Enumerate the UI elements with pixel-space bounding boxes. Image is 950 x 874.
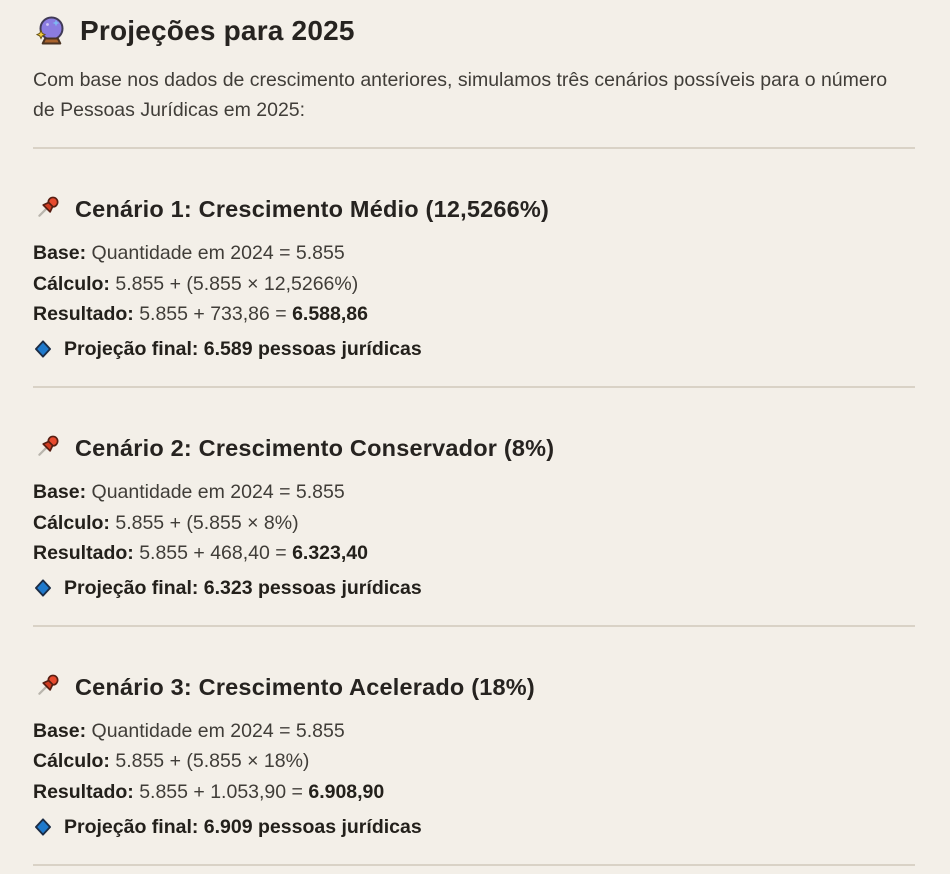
projection-text: Projeção final: 6.323 pessoas jurídicas — [64, 573, 422, 603]
scenario-1-section: Cenário 1: Crescimento Médio (12,5266%) … — [33, 194, 915, 364]
scenario-heading-text: Cenário 2: Crescimento Conservador (8%) — [75, 434, 555, 461]
result-total: 6.908,90 — [308, 780, 385, 803]
crystal-ball-icon — [33, 14, 67, 48]
projection-line: Projeção final: 6.323 pessoas jurídicas — [33, 573, 915, 603]
calc-label: Cálculo: — [33, 272, 110, 295]
base-value: Quantidade em 2024 = 5.855 — [91, 720, 345, 743]
projection-line: Projeção final: 6.909 pessoas jurídicas — [33, 812, 915, 842]
projection-label: Projeção final: — [64, 815, 199, 838]
blue-diamond-icon — [33, 817, 53, 837]
projection-text: Projeção final: 6.909 pessoas jurídicas — [64, 812, 422, 842]
calc-line: Cálculo: 5.855 + (5.855 × 8%) — [33, 508, 915, 538]
section-divider — [33, 147, 915, 150]
base-line: Base: Quantidade em 2024 = 5.855 — [33, 238, 915, 268]
base-label: Base: — [33, 720, 87, 743]
projection-text: Projeção final: 6.589 pessoas jurídicas — [64, 334, 422, 364]
section-divider — [33, 864, 915, 867]
intro-text: Com base nos dados de crescimento anteri… — [33, 69, 888, 122]
page-title-text: Projeções para 2025 — [80, 15, 355, 47]
result-label: Resultado: — [33, 541, 134, 564]
base-line: Base: Quantidade em 2024 = 5.855 — [33, 477, 915, 507]
scenario-1-heading: Cenário 1: Crescimento Médio (12,5266%) — [33, 194, 915, 224]
blue-diamond-icon — [33, 578, 53, 598]
result-label: Resultado: — [33, 780, 134, 803]
pushpin-icon — [33, 194, 63, 224]
projection-label: Projeção final: — [64, 338, 199, 361]
calc-line: Cálculo: 5.855 + (5.855 × 12,5266%) — [33, 269, 915, 299]
section-divider — [33, 386, 915, 389]
base-value: Quantidade em 2024 = 5.855 — [91, 481, 345, 504]
projection-line: Projeção final: 6.589 pessoas jurídicas — [33, 334, 915, 364]
base-label: Base: — [33, 481, 87, 504]
result-value: 5.855 + 733,86 = — [139, 302, 287, 325]
projection-value: 6.589 pessoas jurídicas — [203, 338, 422, 361]
section-divider — [33, 625, 915, 628]
result-value: 5.855 + 468,40 = — [139, 541, 287, 564]
scenario-3-heading: Cenário 3: Crescimento Acelerado (18%) — [33, 672, 915, 702]
calc-value: 5.855 + (5.855 × 8%) — [115, 511, 299, 534]
calc-label: Cálculo: — [33, 750, 110, 773]
result-label: Resultado: — [33, 302, 134, 325]
calc-value: 5.855 + (5.855 × 12,5266%) — [115, 272, 359, 295]
projection-value: 6.323 pessoas jurídicas — [203, 576, 422, 599]
base-line: Base: Quantidade em 2024 = 5.855 — [33, 716, 915, 746]
scenario-heading-text: Cenário 1: Crescimento Médio (12,5266%) — [75, 195, 550, 222]
blue-diamond-icon — [33, 339, 53, 359]
pushpin-icon — [33, 433, 63, 463]
scenario-body: Base: Quantidade em 2024 = 5.855 Cálculo… — [33, 477, 915, 603]
base-label: Base: — [33, 242, 87, 265]
result-total: 6.323,40 — [292, 541, 368, 564]
projection-label: Projeção final: — [64, 576, 199, 599]
page-title: Projeções para 2025 — [33, 14, 915, 48]
scenario-body: Base: Quantidade em 2024 = 5.855 Cálculo… — [33, 716, 915, 842]
calc-line: Cálculo: 5.855 + (5.855 × 18%) — [33, 746, 915, 776]
pushpin-icon — [33, 672, 63, 702]
projection-value: 6.909 pessoas jurídicas — [203, 815, 422, 838]
calc-value: 5.855 + (5.855 × 18%) — [115, 750, 310, 773]
result-value: 5.855 + 1.053,90 = — [139, 780, 303, 803]
calc-label: Cálculo: — [33, 511, 110, 534]
result-total: 6.588,86 — [292, 302, 368, 325]
result-line: Resultado: 5.855 + 1.053,90 = 6.908,90 — [33, 777, 915, 807]
scenario-heading-text: Cenário 3: Crescimento Acelerado (18%) — [75, 673, 535, 700]
scenario-2-section: Cenário 2: Crescimento Conservador (8%) … — [33, 433, 915, 603]
base-value: Quantidade em 2024 = 5.855 — [91, 242, 345, 265]
scenario-body: Base: Quantidade em 2024 = 5.855 Cálculo… — [33, 238, 915, 364]
result-line: Resultado: 5.855 + 733,86 = 6.588,86 — [33, 299, 915, 329]
scenario-2-heading: Cenário 2: Crescimento Conservador (8%) — [33, 433, 915, 463]
result-line: Resultado: 5.855 + 468,40 = 6.323,40 — [33, 538, 915, 568]
scenario-3-section: Cenário 3: Crescimento Acelerado (18%) B… — [33, 672, 915, 842]
